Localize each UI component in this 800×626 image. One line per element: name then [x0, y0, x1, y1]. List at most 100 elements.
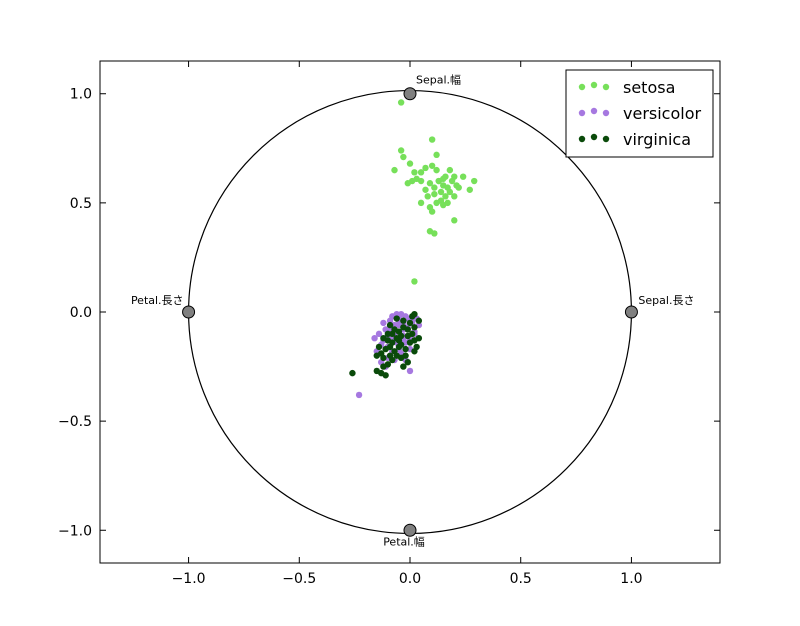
y-tick-label: 0.5: [70, 196, 92, 212]
data-point-setosa: [411, 278, 418, 285]
data-point-setosa: [431, 184, 438, 191]
data-point-setosa: [446, 166, 454, 174]
data-point-setosa: [422, 186, 429, 193]
data-point-virginica: [382, 372, 389, 379]
data-point-versicolor: [375, 330, 383, 338]
axis-ticks: −1.0 −0.5 0.0 0.5 1.0 1.0 0.5 0.0 −0.5 −1.0: [58, 61, 720, 587]
data-point-virginica: [386, 321, 394, 329]
y-tick-label: −0.5: [58, 414, 92, 430]
legend-label: versicolor: [623, 104, 701, 123]
data-point-virginica: [411, 324, 418, 331]
data-points: [349, 99, 478, 399]
data-point-setosa: [404, 180, 411, 187]
anchor-label: Petal.幅: [383, 535, 425, 548]
data-point-setosa: [446, 188, 454, 196]
data-point-virginica: [389, 330, 396, 338]
data-point-setosa: [435, 177, 442, 185]
x-tick-label: −0.5: [282, 571, 316, 587]
data-point-virginica: [409, 313, 416, 320]
data-point-setosa: [422, 164, 429, 172]
data-point-virginica: [413, 343, 420, 351]
data-point-setosa: [413, 175, 420, 183]
x-tick-label: −1.0: [172, 571, 206, 587]
y-tick-label: 1.0: [70, 87, 92, 103]
data-point-setosa: [442, 193, 449, 200]
data-point-setosa: [424, 193, 431, 200]
legend-marker-versicolor: [602, 109, 610, 117]
data-point-versicolor: [406, 367, 414, 375]
data-point-setosa: [451, 217, 458, 224]
y-tick-label: −1.0: [58, 523, 92, 539]
legend-marker-versicolor: [590, 107, 598, 115]
data-point-setosa: [428, 136, 436, 143]
data-point-setosa: [437, 188, 445, 196]
data-point-setosa: [442, 173, 449, 180]
anchor-marker: [624, 305, 638, 319]
data-point-setosa: [459, 173, 467, 180]
data-point-virginica: [400, 363, 407, 370]
data-point-virginica: [373, 352, 380, 359]
data-point-setosa: [431, 230, 438, 237]
data-point-virginica: [375, 343, 383, 351]
legend-label: virginica: [623, 130, 691, 149]
anchor-label: Sepal.長さ: [638, 294, 694, 307]
data-point-virginica: [384, 330, 392, 338]
y-tick-label: 0.0: [70, 305, 92, 321]
anchor-marker: [403, 523, 417, 537]
data-point-virginica: [380, 354, 387, 362]
data-point-setosa: [448, 177, 456, 185]
data-point-setosa: [431, 190, 438, 198]
data-point-setosa: [455, 184, 462, 191]
data-point-virginica: [400, 317, 407, 324]
data-point-setosa: [466, 186, 473, 193]
data-point-virginica: [404, 332, 411, 340]
data-point-setosa: [417, 169, 425, 176]
legend-marker-setosa: [578, 83, 586, 91]
legend-marker-setosa: [602, 83, 610, 91]
data-point-setosa: [397, 147, 405, 154]
data-point-virginica: [411, 337, 418, 344]
data-point-setosa: [417, 199, 425, 207]
data-point-virginica: [397, 332, 405, 340]
anchor-marker: [182, 305, 196, 319]
data-point-setosa: [426, 180, 434, 187]
anchor-label: Petal.長さ: [131, 294, 184, 307]
legend-marker-virginica: [590, 133, 598, 141]
legend-marker-setosa: [590, 81, 598, 89]
data-point-virginica: [415, 317, 423, 324]
data-point-virginica: [404, 359, 411, 366]
x-tick-label: 0.5: [510, 571, 532, 587]
data-point-virginica: [393, 315, 400, 322]
data-point-virginica: [349, 369, 356, 377]
legend-marker-virginica: [578, 135, 586, 143]
anchor-marker: [403, 87, 417, 101]
data-point-versicolor: [371, 334, 378, 342]
data-point-setosa: [433, 151, 440, 159]
data-point-virginica: [395, 343, 403, 351]
data-point-setosa: [400, 153, 407, 161]
data-point-setosa: [451, 193, 458, 200]
legend-marker-virginica: [602, 135, 610, 143]
data-point-setosa: [471, 177, 478, 185]
data-point-setosa: [428, 162, 436, 169]
data-point-virginica: [402, 345, 409, 353]
data-point-virginica: [382, 345, 389, 353]
data-point-setosa: [440, 201, 447, 209]
x-tick-label: 1.0: [620, 571, 642, 587]
data-point-setosa: [428, 208, 436, 215]
legend-label: setosa: [623, 78, 675, 97]
data-point-setosa: [397, 99, 405, 106]
data-point-virginica: [384, 337, 392, 344]
variable-anchors: Sepal.幅 Sepal.長さ Petal.長さ Petal.幅: [131, 74, 695, 549]
data-point-setosa: [433, 166, 440, 174]
data-point-virginica: [402, 352, 409, 359]
legend-marker-versicolor: [578, 109, 586, 117]
x-tick-label: 0.0: [399, 571, 421, 587]
legend: setosa versicolor virginica: [565, 69, 714, 158]
anchor-label: Sepal.幅: [416, 74, 461, 87]
data-point-versicolor: [380, 319, 387, 327]
data-point-virginica: [406, 319, 414, 327]
legend-box: [565, 69, 714, 158]
data-point-setosa: [411, 169, 418, 176]
